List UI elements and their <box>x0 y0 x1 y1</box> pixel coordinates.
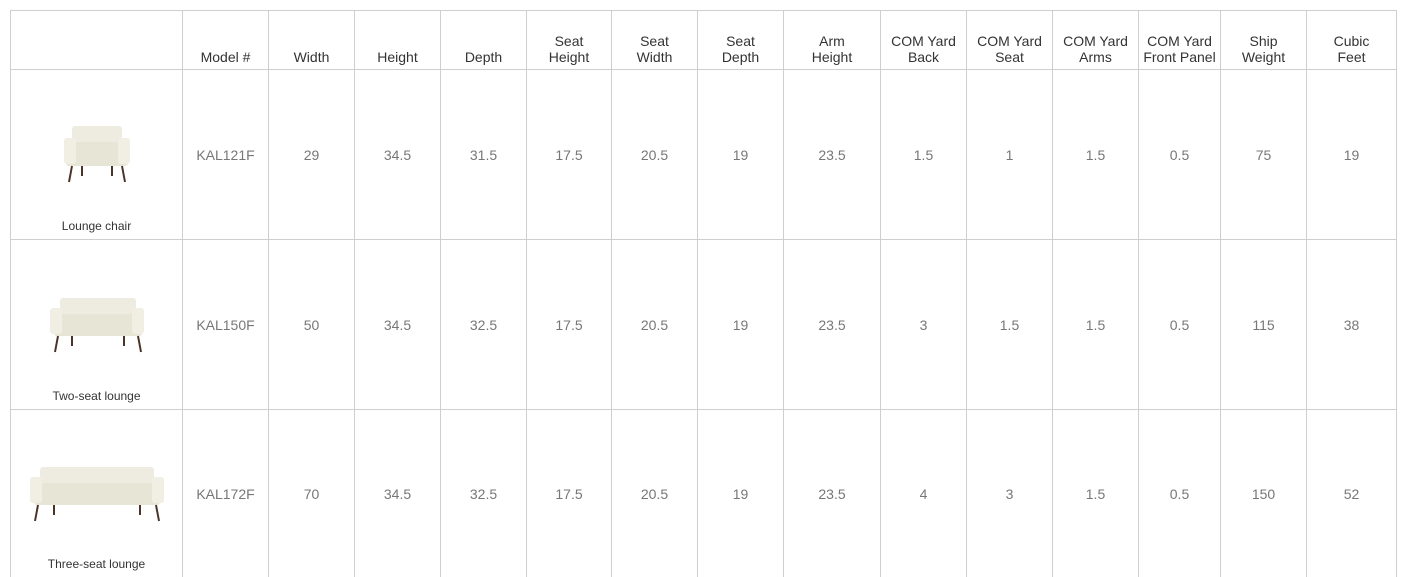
value-cell: 1.5 <box>1053 240 1139 410</box>
value-cell: 20.5 <box>612 240 698 410</box>
value-cell: 32.5 <box>441 410 527 577</box>
value-cell: 115 <box>1221 240 1307 410</box>
model-cell: KAL150F <box>183 240 269 410</box>
value-cell: 1.5 <box>967 240 1053 410</box>
header-cell <box>11 11 183 70</box>
value-cell: 23.5 <box>784 240 881 410</box>
value-cell: 70 <box>269 410 355 577</box>
page: {"table": { "columns": ["Model #", "Widt… <box>0 0 1404 573</box>
header-cell: Width <box>269 11 355 70</box>
value-cell: 0.5 <box>1139 70 1221 240</box>
value-cell: 17.5 <box>527 410 612 577</box>
header-cell: Cubic Feet <box>1307 11 1397 70</box>
value-cell: 23.5 <box>784 70 881 240</box>
item-cell: Three-seat lounge <box>11 410 183 577</box>
value-cell: 52 <box>1307 410 1397 577</box>
chair-image <box>52 120 142 190</box>
value-cell: 17.5 <box>527 70 612 240</box>
value-cell: 19 <box>698 410 784 577</box>
value-cell: 31.5 <box>441 70 527 240</box>
header-cell: Seat Width <box>612 11 698 70</box>
value-cell: 19 <box>698 70 784 240</box>
sofa-image <box>22 459 172 529</box>
value-cell: 17.5 <box>527 240 612 410</box>
value-cell: 150 <box>1221 410 1307 577</box>
value-cell: 1.5 <box>1053 410 1139 577</box>
value-cell: 34.5 <box>355 70 441 240</box>
header-cell: Seat Height <box>527 11 612 70</box>
header-cell: Arm Height <box>784 11 881 70</box>
value-cell: 3 <box>967 410 1053 577</box>
value-cell: 0.5 <box>1139 410 1221 577</box>
value-cell: 20.5 <box>612 70 698 240</box>
value-cell: 4 <box>881 410 967 577</box>
header-cell: COM Yard Back <box>881 11 967 70</box>
item-cell: Two-seat lounge <box>11 240 183 410</box>
value-cell: 29 <box>269 70 355 240</box>
header-cell: COM Yard Seat <box>967 11 1053 70</box>
value-cell: 3 <box>881 240 967 410</box>
header-cell: Ship Weight <box>1221 11 1307 70</box>
model-cell: KAL121F <box>183 70 269 240</box>
item-name: Lounge chair <box>11 219 182 233</box>
item-name: Two-seat lounge <box>11 389 182 403</box>
value-cell: 1.5 <box>1053 70 1139 240</box>
header-cell: COM Yard Arms <box>1053 11 1139 70</box>
value-cell: 20.5 <box>612 410 698 577</box>
header-cell: Depth <box>441 11 527 70</box>
header-cell: Model # <box>183 11 269 70</box>
header-cell: Height <box>355 11 441 70</box>
value-cell: 19 <box>698 240 784 410</box>
value-cell: 0.5 <box>1139 240 1221 410</box>
item-name: Three-seat lounge <box>11 557 182 571</box>
value-cell: 34.5 <box>355 410 441 577</box>
value-cell: 1 <box>967 70 1053 240</box>
value-cell: 1.5 <box>881 70 967 240</box>
sofa-image <box>42 290 152 360</box>
value-cell: 34.5 <box>355 240 441 410</box>
item-cell: Lounge chair <box>11 70 183 240</box>
value-cell: 50 <box>269 240 355 410</box>
value-cell: 38 <box>1307 240 1397 410</box>
value-cell: 32.5 <box>441 240 527 410</box>
value-cell: 75 <box>1221 70 1307 240</box>
value-cell: 19 <box>1307 70 1397 240</box>
model-cell: KAL172F <box>183 410 269 577</box>
header-cell: COM Yard Front Panel <box>1139 11 1221 70</box>
header-cell: Seat Depth <box>698 11 784 70</box>
value-cell: 23.5 <box>784 410 881 577</box>
